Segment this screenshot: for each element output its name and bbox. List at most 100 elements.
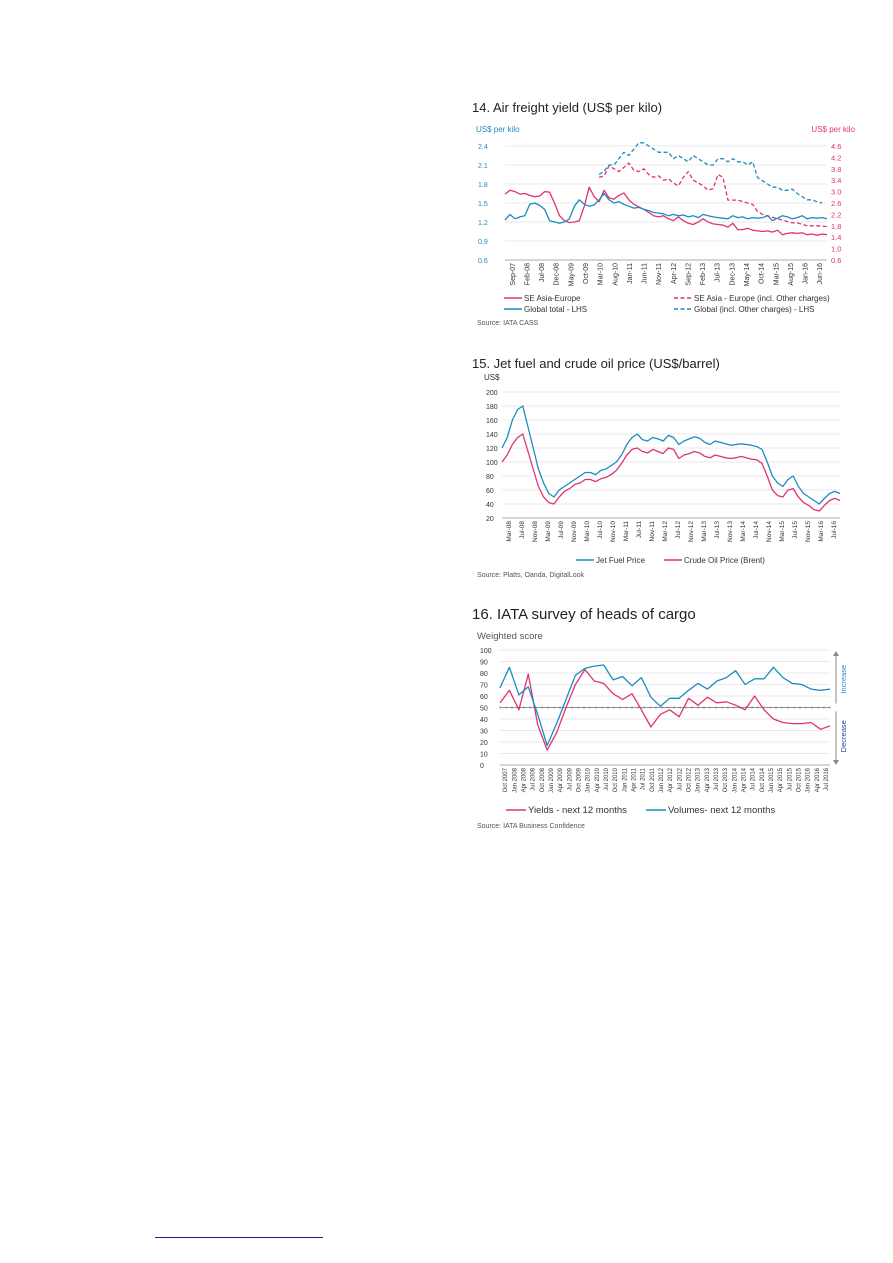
legend-label: Jet Fuel Price: [596, 556, 645, 565]
x-tick-label: Nov-13: [727, 521, 734, 542]
x-tick-label: Jul 2009: [567, 767, 573, 790]
chart-air-freight-yield: 14. Air freight yield (US$ per kilo) US$…: [472, 96, 862, 336]
legend-label: Crude Oil Price (Brent): [684, 556, 765, 565]
series-line-4: [598, 142, 823, 204]
y-tick-label: 1.8: [478, 182, 488, 189]
x-tick-label: Oct 2009: [576, 767, 582, 792]
x-tick-label: Feb-13: [700, 263, 707, 285]
y-tick-label: 2.1: [478, 163, 488, 170]
x-tick-label: Jan-11: [627, 263, 634, 284]
y-tick-label: 60: [486, 488, 494, 495]
chart-plot: US$ per kilo US$ per kilo 2.4 2.1 1.8 1.5 1.2 0…: [476, 125, 856, 314]
x-tick-label: Oct 2013: [723, 767, 729, 792]
x-tick-label: Jul 2016: [824, 767, 830, 790]
y-tick-label: 90: [480, 660, 488, 667]
y-tick-label: 30: [480, 729, 488, 736]
x-tick-label: Jul-13: [715, 263, 722, 282]
y2-tick-label: 1.4: [831, 233, 841, 242]
x-tick-label: Mar-15: [779, 521, 786, 542]
x-tick-label: Apr 2010: [595, 767, 601, 792]
y-tick-label: 0.6: [478, 258, 488, 265]
legend-label: Global total - LHS: [524, 305, 587, 314]
x-tick-label: Jul-14: [753, 521, 760, 539]
x-tick-label: Oct-09: [583, 263, 590, 284]
x-tick-label: Apr 2009: [558, 767, 564, 792]
y-tick-label: 10: [480, 752, 488, 759]
x-tick-label: Jan 2016: [806, 767, 812, 792]
y-tick-label: 70: [480, 683, 488, 690]
x-tick-label: Jul-12: [675, 521, 682, 539]
y-tick-label: 60: [480, 694, 488, 701]
y2-tick-label: 2.2: [831, 210, 841, 219]
y-axis-label: Weighted score: [477, 631, 543, 642]
x-tick-label: Oct 2010: [613, 767, 619, 792]
chart-source: Source: IATA Business Confidence: [477, 823, 585, 830]
x-tick-label: Jan 2013: [696, 767, 702, 792]
y-tick-label: 50: [480, 706, 488, 713]
x-tick-label: Mar-14: [740, 521, 747, 542]
chart-title: 15. Jet fuel and crude oil price (US$/ba…: [472, 356, 720, 371]
footnote-link-underline[interactable]: [155, 1237, 323, 1238]
x-tick-label: May-14: [744, 263, 751, 286]
x-tick-label: Oct 2012: [686, 767, 692, 792]
y-tick-label: 120: [486, 446, 498, 453]
x-tick-label: Jul 2010: [604, 767, 610, 790]
y2-tick-label: 0.6: [831, 256, 841, 265]
series-line-1: [504, 186, 828, 236]
x-tick-label: Apr 2011: [631, 767, 637, 792]
chart-title: 14. Air freight yield (US$ per kilo): [472, 100, 663, 115]
y-tick-label: 160: [486, 418, 498, 425]
x-tick-label: Oct 2008: [540, 767, 546, 792]
x-tick-label: Oct 2011: [650, 767, 656, 792]
x-tick-label: Sep-07: [510, 263, 517, 286]
x-tick-label: Jan 2011: [622, 767, 628, 792]
x-tick-label: Jan 2012: [659, 767, 665, 792]
y-tick-label: 100: [480, 648, 492, 655]
x-tick-label: Mar-09: [545, 521, 552, 542]
x-tick-label: Aug-10: [612, 263, 619, 286]
annotation-decrease: Decrease: [839, 720, 848, 752]
x-tick-label: Oct-14: [759, 263, 766, 284]
x-tick-label: Jan-16: [803, 263, 810, 285]
x-tick-label: Jan 2014: [732, 767, 738, 792]
legend-label: Global (incl. Other charges) - LHS: [694, 305, 815, 314]
chart-plot: Weighted score1009080706050403020100Oct …: [477, 631, 848, 816]
y-tick-label: 20: [486, 516, 494, 523]
x-tick-label: Jul 2015: [787, 767, 793, 790]
x-tick-label: Jul-13: [714, 521, 721, 539]
y2-tick-label: 1.8: [831, 222, 841, 231]
x-tick-label: Aug-15: [788, 263, 795, 286]
y-tick-label: 0: [480, 763, 484, 770]
y-tick-label: 40: [480, 717, 488, 724]
chart-cargo-survey: 16. IATA survey of heads of cargo Weight…: [472, 604, 862, 836]
x-tick-label: Nov-11: [649, 521, 656, 542]
x-tick-label: Jul-11: [636, 521, 643, 539]
x-tick-label: Nov-10: [610, 521, 617, 542]
x-tick-label: Jan 2009: [549, 767, 555, 792]
x-tick-label: Apr 2015: [778, 767, 784, 792]
x-tick-label: Apr 2016: [815, 767, 821, 792]
y-tick-label: 1.2: [478, 220, 488, 227]
y-tick-label: 100: [486, 460, 498, 467]
x-tick-label: Nov-11: [656, 263, 663, 285]
series-line-1: [499, 668, 831, 751]
y-tick-label: 20: [480, 740, 488, 747]
x-tick-label: Nov-08: [532, 521, 539, 542]
x-tick-label: Nov-09: [571, 521, 578, 542]
x-tick-label: Oct 2014: [760, 767, 766, 792]
x-tick-label: Jul 2012: [677, 767, 683, 790]
chart-source: Source: IATA CASS: [477, 320, 539, 327]
y-tick-label: 80: [486, 474, 494, 481]
y2-tick-label: 3.8: [831, 165, 841, 174]
chart-plot: US$ 200 180 160 140 120 100 80 60 40 20 Mar-08 Jul-0…: [484, 374, 841, 565]
chart-jet-fuel-crude: 15. Jet fuel and crude oil price (US$/ba…: [472, 352, 862, 587]
x-tick-label: Mar-10: [598, 263, 605, 285]
y-axis-label: US$: [484, 374, 500, 382]
y2-tick-label: 3.0: [831, 188, 841, 197]
y-tick-label: 180: [486, 404, 498, 411]
decrease-arrow-head: [833, 760, 839, 765]
y-tick-label: 200: [486, 390, 498, 397]
x-tick-label: Nov-15: [805, 521, 812, 542]
series-line-2: [501, 433, 841, 512]
x-tick-label: Jun-16: [817, 263, 824, 285]
